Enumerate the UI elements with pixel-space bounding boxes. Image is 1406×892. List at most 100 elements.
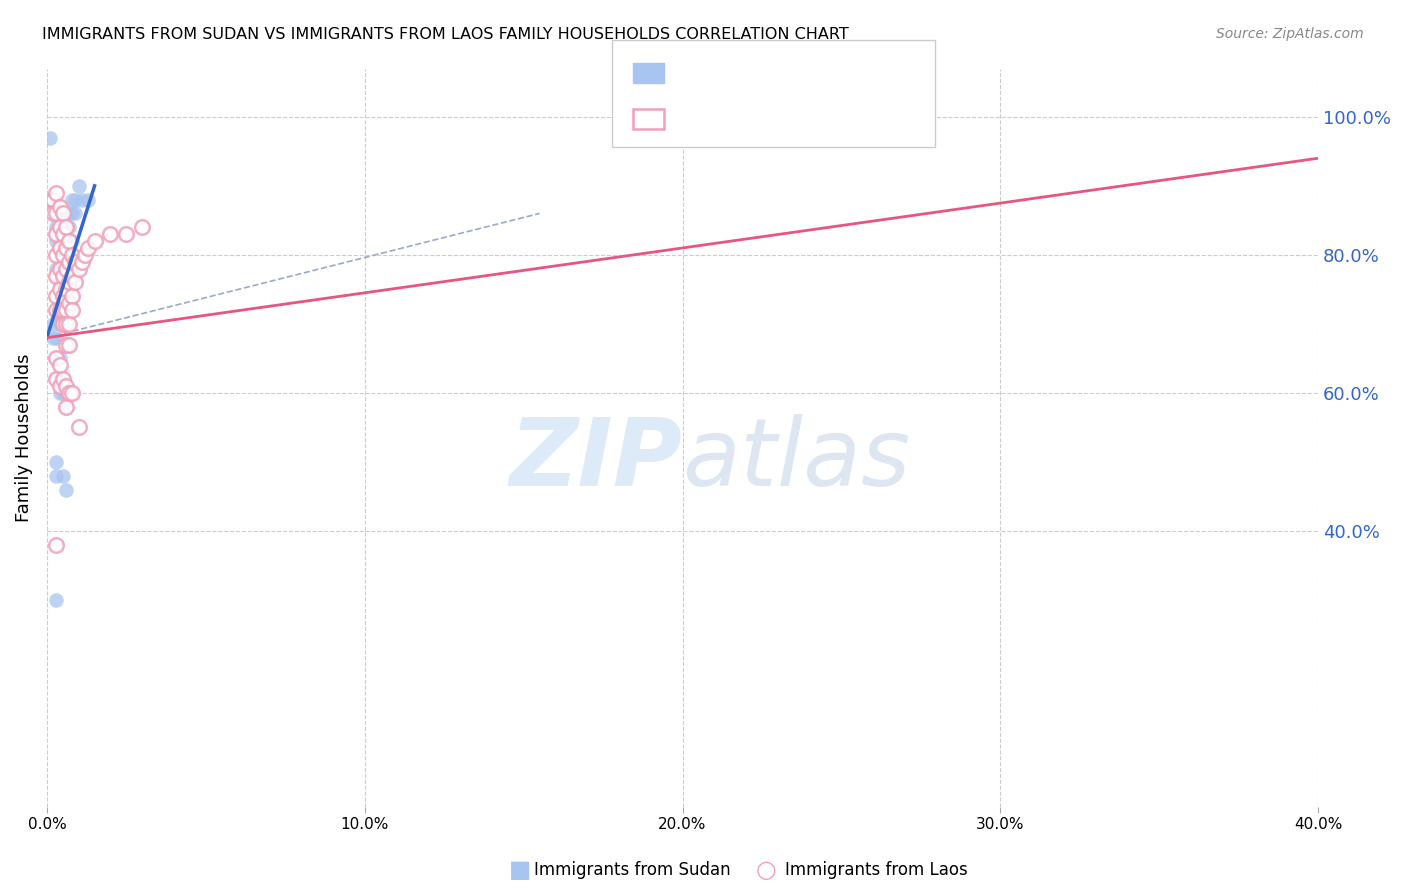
Point <box>55 483 77 497</box>
Point <box>55 303 77 318</box>
Point <box>55 248 77 262</box>
Point <box>52 317 75 331</box>
Point <box>58 317 80 331</box>
Point <box>60 289 83 303</box>
Text: Immigrants from Sudan: Immigrants from Sudan <box>534 861 731 879</box>
Point <box>58 234 80 248</box>
Point <box>70 193 93 207</box>
Point <box>48 241 70 255</box>
Point <box>48 234 70 248</box>
Text: 0.332: 0.332 <box>703 110 765 128</box>
Text: IMMIGRANTS FROM SUDAN VS IMMIGRANTS FROM LAOS FAMILY HOUSEHOLDS CORRELATION CHAR: IMMIGRANTS FROM SUDAN VS IMMIGRANTS FROM… <box>42 27 849 42</box>
Y-axis label: Family Households: Family Households <box>15 353 32 522</box>
Text: 73: 73 <box>804 110 831 128</box>
Point <box>52 220 75 235</box>
Point <box>55 379 77 393</box>
Point <box>52 372 75 386</box>
Point <box>58 248 80 262</box>
Point <box>45 593 67 607</box>
Point <box>58 254 80 268</box>
Point <box>52 372 75 386</box>
Point <box>60 206 83 220</box>
Point <box>58 296 80 310</box>
Point <box>55 400 77 414</box>
Point <box>45 372 67 386</box>
Point <box>65 254 87 268</box>
Point <box>58 234 80 248</box>
Point <box>42 317 65 331</box>
Point <box>52 268 75 283</box>
Point <box>77 193 100 207</box>
Text: ○: ○ <box>756 858 776 881</box>
Point <box>52 385 75 400</box>
Point <box>55 241 77 255</box>
Point <box>42 200 65 214</box>
Point <box>52 289 75 303</box>
Point <box>55 385 77 400</box>
Point <box>67 420 90 434</box>
Point <box>45 268 67 283</box>
Point <box>45 289 67 303</box>
Point <box>45 372 67 386</box>
Point <box>48 206 70 220</box>
Point <box>48 303 70 318</box>
Point <box>55 220 77 235</box>
Point <box>48 261 70 276</box>
Point <box>39 130 62 145</box>
Text: R =: R = <box>672 64 711 82</box>
Point <box>55 261 77 276</box>
Text: ■: ■ <box>509 858 531 881</box>
Point <box>52 289 75 303</box>
Point <box>45 455 67 469</box>
Point <box>45 351 67 366</box>
Point <box>45 220 67 235</box>
Point <box>73 248 96 262</box>
Point <box>58 337 80 351</box>
Point <box>48 248 70 262</box>
Point <box>67 178 90 193</box>
Point <box>48 317 70 331</box>
Point <box>48 220 70 235</box>
Point <box>52 248 75 262</box>
Point <box>45 303 67 318</box>
Point <box>48 385 70 400</box>
Point <box>55 289 77 303</box>
Point <box>55 400 77 414</box>
Point <box>77 241 100 255</box>
Point <box>100 227 122 242</box>
Point <box>48 303 70 318</box>
Point <box>42 331 65 345</box>
Point <box>52 303 75 318</box>
Point <box>60 385 83 400</box>
Point <box>52 206 75 220</box>
Point <box>52 234 75 248</box>
Point <box>45 186 67 200</box>
Text: Immigrants from Laos: Immigrants from Laos <box>785 861 967 879</box>
Point <box>45 351 67 366</box>
Point <box>48 359 70 373</box>
Point <box>52 468 75 483</box>
Point <box>67 261 90 276</box>
Point <box>60 193 83 207</box>
Text: atlas: atlas <box>682 415 911 506</box>
Point <box>58 385 80 400</box>
Point <box>58 220 80 235</box>
Point <box>52 261 75 276</box>
Text: 57: 57 <box>804 63 831 82</box>
Point <box>115 227 138 242</box>
Point <box>45 234 67 248</box>
Point <box>55 234 77 248</box>
Point <box>45 248 67 262</box>
Point <box>83 234 105 248</box>
Text: 0.286: 0.286 <box>703 63 765 82</box>
Text: ZIP: ZIP <box>509 414 682 506</box>
Text: Source: ZipAtlas.com: Source: ZipAtlas.com <box>1216 27 1364 41</box>
Point <box>48 351 70 366</box>
Point <box>48 282 70 296</box>
Point <box>65 276 87 290</box>
Point <box>58 276 80 290</box>
Point <box>65 206 87 220</box>
Point <box>55 317 77 331</box>
Point <box>45 206 67 220</box>
Point <box>52 227 75 242</box>
